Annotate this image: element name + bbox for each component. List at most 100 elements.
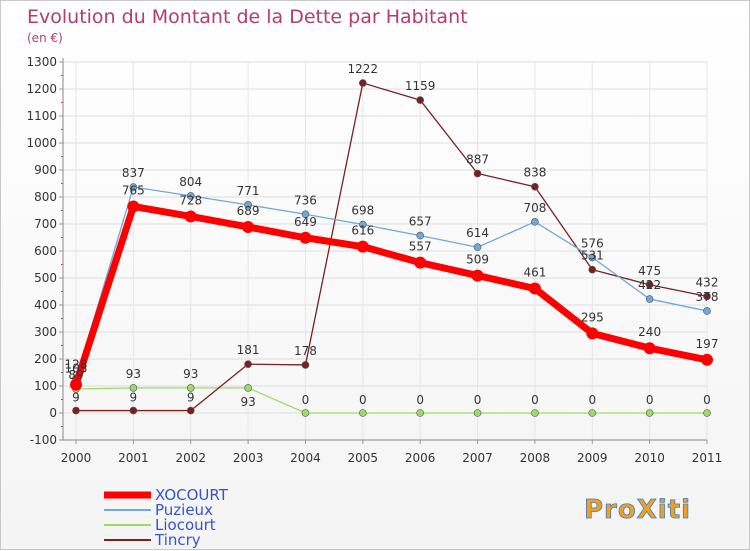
label-xocourt-2006: 557 [409, 240, 432, 254]
label-puzieux-2008: 708 [523, 201, 546, 215]
xtick-label-8: 2008 [520, 451, 551, 465]
point-tincry-2001 [129, 406, 138, 415]
label-puzieux-2006: 657 [409, 215, 432, 229]
point-tincry-2010 [645, 280, 654, 289]
label-tincry-2001: 9 [130, 391, 138, 405]
chart-subtitle: (en €) [27, 31, 63, 45]
data-labels: 1057657286896496165575094612952401971288… [65, 62, 719, 409]
point-liocourt-2003 [244, 384, 252, 392]
point-puzieux-2002 [186, 192, 195, 200]
series-layer [70, 79, 713, 417]
ytick-label-2: 100 [34, 379, 57, 393]
point-puzieux-2005 [359, 220, 367, 229]
xtick-label-10: 2010 [634, 451, 665, 465]
xtick-label-9: 2009 [577, 451, 608, 465]
label-puzieux-2009: 576 [581, 236, 604, 250]
point-tincry-2002 [186, 406, 195, 415]
point-xocourt-2002 [184, 210, 197, 223]
point-xocourt-2008 [528, 282, 541, 295]
point-liocourt-2001 [129, 384, 138, 392]
xtick-label-2: 2002 [175, 451, 206, 465]
label-liocourt-2009: 0 [588, 393, 596, 407]
ytick-label-8: 700 [34, 217, 57, 231]
point-liocourt-2002 [186, 384, 195, 392]
point-xocourt-2011 [701, 353, 713, 366]
axes: -100010020030040050060070080090010001100… [26, 55, 722, 465]
label-liocourt-2010: 0 [646, 393, 654, 407]
label-tincry-2002: 9 [187, 391, 195, 405]
label-liocourt-2004: 0 [302, 393, 310, 407]
xtick-label-1: 2001 [118, 451, 149, 465]
point-puzieux-2007 [473, 243, 482, 252]
chart-title: Evolution du Montant de la Dette par Hab… [27, 6, 468, 28]
xtick-label-5: 2005 [348, 451, 379, 465]
label-xocourt-2000: 105 [65, 362, 88, 376]
series-line-tincry [75, 82, 708, 412]
point-liocourt-2006 [416, 409, 424, 417]
point-xocourt-2006 [414, 256, 427, 269]
label-puzieux-2010: 422 [638, 278, 661, 292]
label-liocourt-2007: 0 [474, 393, 482, 407]
point-xocourt-2007 [471, 269, 484, 282]
point-liocourt-2004 [301, 409, 310, 417]
ytick-label-14: 1300 [26, 55, 57, 69]
label-xocourt-2003: 689 [237, 204, 260, 218]
ytick-label-5: 400 [34, 298, 57, 312]
point-xocourt-2010 [643, 342, 656, 355]
point-tincry-2006 [416, 96, 424, 104]
point-xocourt-2005 [356, 240, 369, 253]
label-liocourt-2006: 0 [416, 393, 424, 407]
label-xocourt-2005: 616 [351, 224, 374, 238]
label-liocourt-2001: 93 [126, 367, 141, 381]
xtick-label-0: 2000 [61, 451, 92, 465]
label-tincry-2007: 887 [466, 153, 489, 167]
point-tincry-2005 [359, 79, 367, 87]
label-puzieux-2001: 837 [122, 166, 145, 180]
legend-label-xocourt: XOCOURT [155, 486, 229, 504]
series-line-liocourt [75, 387, 708, 414]
point-puzieux-2011 [703, 307, 711, 315]
label-tincry-2000: 9 [72, 391, 80, 405]
label-xocourt-2007: 509 [466, 253, 489, 267]
point-puzieux-2004 [301, 210, 310, 219]
point-tincry-2007 [473, 169, 482, 178]
label-liocourt-2002: 93 [183, 367, 198, 381]
ytick-label-7: 600 [34, 244, 57, 258]
point-puzieux-2006 [416, 231, 424, 240]
label-puzieux-2005: 698 [351, 204, 374, 218]
label-tincry-2004: 178 [294, 344, 317, 358]
point-xocourt-2001 [127, 200, 140, 213]
label-tincry-2011: 432 [696, 275, 719, 289]
label-tincry-2009: 531 [581, 249, 604, 263]
point-puzieux-2003 [244, 201, 252, 209]
label-tincry-2010: 475 [638, 264, 661, 278]
legend-label-puzieux: Puzieux [155, 501, 213, 519]
ytick-label-3: 200 [34, 352, 57, 366]
logo-text: ProXiti [584, 495, 691, 525]
ytick-label-1: 0 [49, 406, 57, 420]
label-xocourt-2009: 295 [581, 310, 604, 324]
ytick-label-4: 300 [34, 325, 57, 339]
ytick-label-0: -100 [30, 433, 57, 447]
point-puzieux-2009 [588, 253, 597, 262]
series-line-puzieux [75, 186, 708, 380]
label-xocourt-2008: 461 [523, 266, 546, 280]
ytick-label-10: 900 [34, 163, 57, 177]
point-liocourt-2007 [473, 409, 482, 417]
ytick-label-13: 1200 [26, 82, 57, 96]
point-liocourt-2010 [645, 409, 654, 417]
ytick-label-9: 800 [34, 190, 57, 204]
label-liocourt-2008: 0 [531, 393, 539, 407]
xtick-label-3: 2003 [233, 451, 264, 465]
point-xocourt-2000 [70, 378, 82, 391]
point-puzieux-2001 [129, 183, 138, 191]
point-xocourt-2009 [586, 327, 599, 340]
series-line-xocourt [72, 202, 711, 389]
label-xocourt-2011: 197 [696, 337, 719, 351]
label-puzieux-2007: 614 [466, 226, 489, 240]
label-tincry-2008: 838 [523, 166, 546, 180]
ytick-label-11: 1000 [26, 136, 57, 150]
